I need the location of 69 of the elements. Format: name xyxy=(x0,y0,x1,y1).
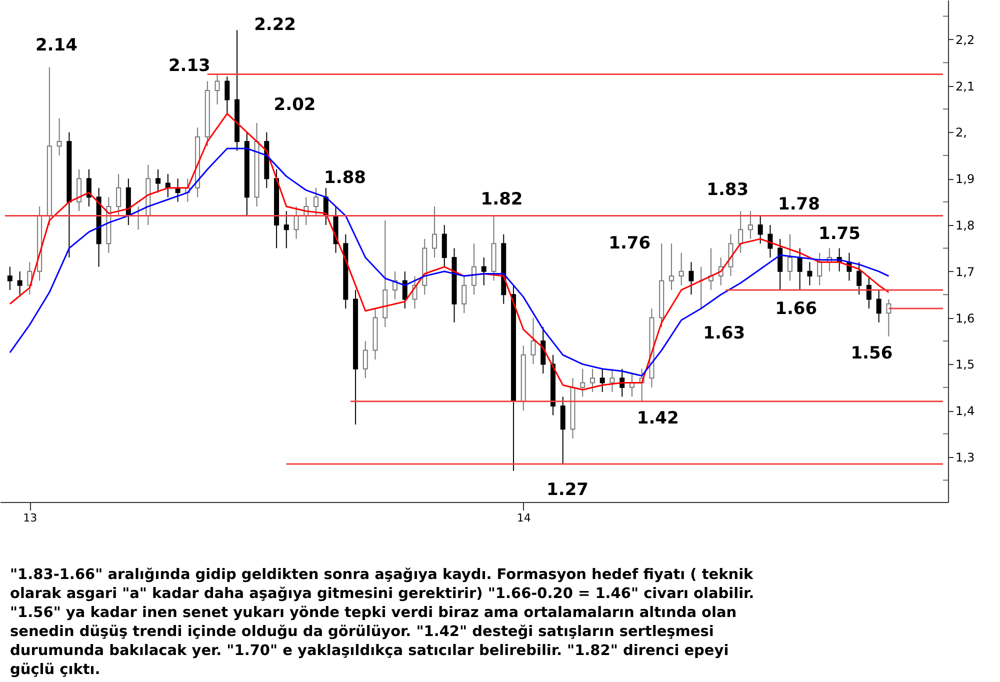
annotation: 1.63 xyxy=(703,324,746,344)
annotation: 1.78 xyxy=(778,194,820,214)
candlestick xyxy=(432,206,438,258)
candlestick xyxy=(866,276,872,310)
candlestick xyxy=(876,289,882,323)
text: "1.83-1.66" aralığında gidip geldikten sonra aşağıya kaydı. Formasyon hedef fiyatı ( teknik olarak asgari "a" kadar daha aşağıya gitmesini gerektirir) "1.66-0.20 = 1.46" civarı olabilir. "1.56" ya kadar inen senet yukarı yönde tepki verdi biraz ama ortalamaların altında olan senedin düşüş trendi içinde olduğu da görülüyor. "1.42" desteği satışların sertleşmesi durumunda bakılacak yer. "1.70" e yaklaşıldıkça satıcılar belirebilir. "1.82" direnci epeyi güçlü çıktı. xyxy=(10,566,756,680)
candlestick xyxy=(17,270,22,296)
candlestick xyxy=(610,368,615,393)
candlestick xyxy=(214,74,220,105)
annotation: 2.14 xyxy=(35,35,78,56)
candlestick xyxy=(86,168,92,207)
candlestick xyxy=(728,234,734,277)
candlestick xyxy=(758,215,763,244)
candlestick xyxy=(224,76,230,114)
y-tick-label: 2,1 xyxy=(956,79,975,94)
y-tick-label: 1,9 xyxy=(956,172,975,186)
candlestick xyxy=(116,173,122,216)
annotation: 1.82 xyxy=(480,190,523,210)
candlestick xyxy=(886,298,892,337)
candlestick xyxy=(856,262,862,296)
candlestick xyxy=(778,238,783,290)
candlestick xyxy=(817,252,822,286)
candlestick xyxy=(530,317,536,365)
y-tick-label: 1,5 xyxy=(956,358,975,372)
y-tick-label: 1,8 xyxy=(956,218,975,233)
candlestick xyxy=(668,243,674,290)
annotation: 1.66 xyxy=(775,298,818,319)
annotation: 1.88 xyxy=(324,168,366,188)
candlestick xyxy=(442,224,447,268)
candlestick xyxy=(738,210,744,254)
candlestick xyxy=(797,248,802,290)
candlestick xyxy=(600,368,605,393)
annotation: 1.42 xyxy=(636,408,679,428)
candlestick xyxy=(76,168,82,212)
y-tick-label: 1,3 xyxy=(956,450,975,464)
annotation: 2.22 xyxy=(254,15,296,36)
y-tick-label: 2, xyxy=(956,126,967,140)
candlestick xyxy=(590,368,595,393)
candlestick xyxy=(56,118,62,156)
candlestick xyxy=(294,206,299,240)
annotation: 1.27 xyxy=(546,480,588,500)
y-tick-label: 1,4 xyxy=(956,404,975,418)
annotation: 2.13 xyxy=(168,56,210,76)
annotation: 1.76 xyxy=(608,234,651,254)
candlestick xyxy=(481,256,486,286)
annotation: 1.75 xyxy=(818,224,860,244)
y-tick-label: 2,2 xyxy=(956,32,975,47)
candlestick xyxy=(314,187,319,216)
x-tick-label: 14 xyxy=(516,512,531,524)
candlestick xyxy=(560,396,566,464)
candlestick xyxy=(787,234,792,282)
x-tick-label: 13 xyxy=(23,512,38,524)
candlestick xyxy=(688,262,694,296)
candlestick xyxy=(748,210,753,240)
candlestick xyxy=(402,270,408,310)
y-tick-label: 1,6 xyxy=(956,311,975,326)
annotation: 1.83 xyxy=(706,180,749,200)
candlestick xyxy=(462,276,467,314)
candlestick xyxy=(807,262,812,286)
candlestick xyxy=(580,368,586,398)
candlestick xyxy=(678,252,684,286)
annotation: 1.56 xyxy=(850,343,893,364)
annotation: 2.02 xyxy=(274,94,316,115)
candlestick xyxy=(7,266,12,290)
candlestick xyxy=(362,340,368,379)
candlestick xyxy=(284,210,289,249)
candlestick xyxy=(156,168,161,194)
y-tick-label: 1,7 xyxy=(956,264,975,279)
candlestick xyxy=(472,243,476,296)
